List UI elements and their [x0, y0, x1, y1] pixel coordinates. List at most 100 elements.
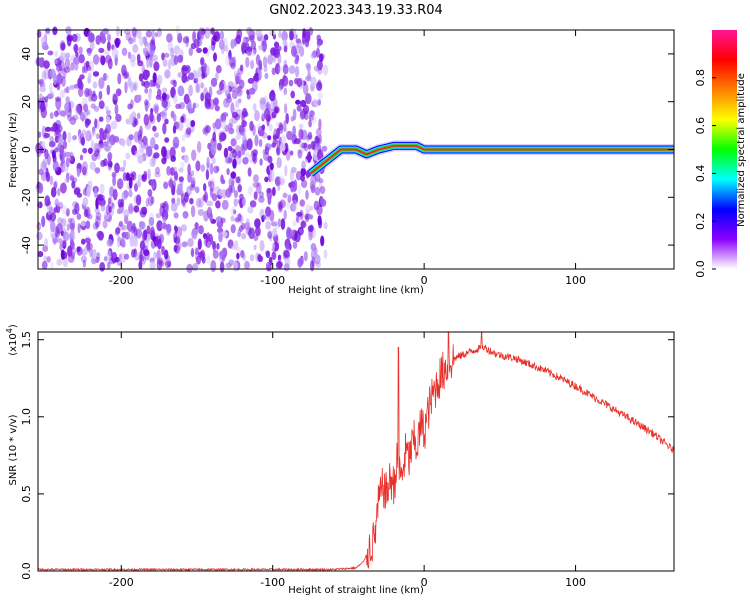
noise-blob	[215, 65, 222, 74]
noise-blob	[184, 192, 189, 203]
noise-blob	[187, 163, 191, 175]
noise-blob	[176, 121, 184, 131]
noise-blob	[246, 89, 250, 95]
noise-blob	[271, 251, 277, 260]
noise-blob	[185, 118, 191, 129]
noise-blob	[209, 187, 214, 198]
noise-blob	[186, 263, 193, 274]
noise-blob	[123, 253, 130, 260]
noise-blob	[257, 123, 262, 131]
noise-blob	[153, 132, 160, 138]
noise-blob	[74, 62, 79, 71]
noise-blob	[234, 240, 239, 251]
noise-blob	[214, 105, 220, 112]
noise-blob	[230, 171, 237, 179]
noise-blob	[117, 178, 124, 190]
noise-blob	[133, 131, 140, 143]
noise-blob	[315, 128, 322, 137]
noise-blob	[86, 48, 92, 56]
noise-blob	[215, 166, 220, 172]
noise-blob	[180, 224, 187, 232]
noise-blob	[106, 84, 111, 96]
noise-blob	[80, 255, 88, 263]
noise-blob	[194, 222, 199, 230]
noise-blob	[121, 190, 128, 201]
noise-blob	[133, 235, 138, 248]
noise-blob	[187, 172, 192, 183]
noise-blob	[253, 182, 260, 188]
noise-blob	[207, 142, 212, 150]
x-tick-label: 0	[421, 274, 428, 287]
noise-blob	[57, 187, 61, 197]
snr-x-ticks: -200 -100 0 100	[109, 332, 586, 589]
noise-blob	[198, 27, 205, 39]
noise-blob	[241, 145, 246, 155]
noise-blob	[93, 187, 98, 199]
noise-blob	[122, 172, 127, 182]
spectrogram-noise	[35, 25, 329, 274]
noise-blob	[155, 166, 160, 175]
noise-blob	[309, 205, 314, 211]
noise-blob	[124, 81, 128, 94]
noise-blob	[202, 47, 208, 54]
noise-blob	[138, 260, 143, 270]
noise-blob	[60, 205, 68, 215]
noise-blob	[297, 258, 303, 268]
noise-blob	[307, 131, 313, 140]
noise-blob	[278, 122, 284, 131]
noise-blob	[77, 103, 83, 116]
y-tick-label: 1.0	[20, 408, 33, 426]
noise-blob	[60, 182, 67, 194]
noise-blob	[156, 249, 161, 261]
noise-blob	[190, 247, 195, 258]
noise-blob	[94, 167, 101, 174]
noise-blob	[225, 188, 232, 198]
noise-blob	[284, 103, 288, 114]
noise-blob	[180, 115, 185, 123]
x-tick-label: -200	[109, 274, 134, 287]
noise-blob	[87, 30, 94, 43]
noise-blob	[254, 218, 261, 229]
noise-blob	[175, 226, 183, 238]
noise-blob	[115, 227, 121, 235]
noise-blob	[205, 125, 211, 134]
noise-blob	[154, 172, 161, 178]
noise-blob	[82, 147, 88, 154]
noise-blob	[129, 235, 135, 248]
noise-blob	[54, 123, 60, 136]
noise-blob	[56, 201, 63, 207]
noise-blob	[95, 211, 102, 221]
noise-blob	[124, 215, 129, 225]
noise-blob	[161, 124, 167, 133]
noise-blob	[275, 62, 281, 75]
noise-blob	[317, 99, 322, 106]
noise-blob	[301, 160, 306, 170]
noise-blob	[235, 124, 243, 136]
noise-blob	[251, 181, 258, 189]
colorbar-label: Normalized spectral amplitude	[736, 73, 747, 227]
noise-blob	[65, 86, 70, 94]
noise-blob	[106, 41, 111, 52]
noise-blob	[161, 245, 165, 256]
noise-blob	[82, 259, 87, 268]
noise-blob	[156, 113, 161, 123]
noise-blob	[168, 183, 174, 189]
noise-blob	[80, 220, 86, 227]
noise-blob	[163, 52, 170, 58]
noise-blob	[151, 36, 156, 46]
noise-blob	[218, 134, 224, 143]
noise-blob	[59, 89, 65, 99]
noise-blob	[37, 182, 44, 194]
x-tick-label: 100	[565, 576, 586, 589]
y-tick-label: 0.5	[20, 485, 33, 503]
x-tick-label: -100	[260, 274, 285, 287]
noise-blob	[148, 90, 152, 101]
noise-blob	[161, 87, 168, 93]
noise-blob	[173, 225, 178, 231]
noise-blob	[230, 138, 237, 147]
noise-blob	[56, 83, 61, 91]
noise-blob	[192, 102, 196, 110]
noise-blob	[146, 225, 151, 235]
noise-blob	[196, 47, 202, 54]
noise-blob	[36, 224, 42, 230]
